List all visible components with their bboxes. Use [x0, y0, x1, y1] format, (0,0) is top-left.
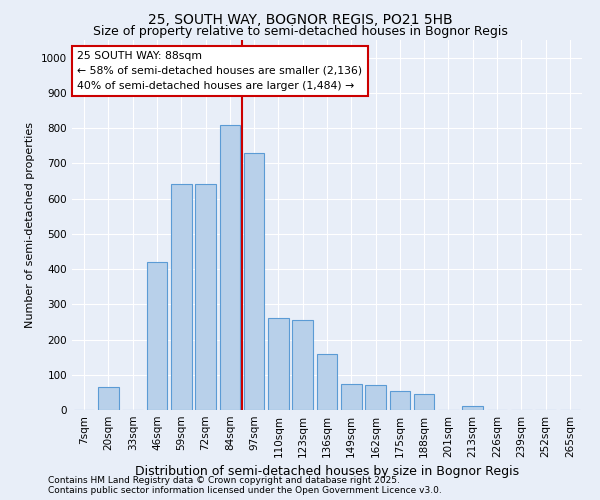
X-axis label: Distribution of semi-detached houses by size in Bognor Regis: Distribution of semi-detached houses by … — [135, 466, 519, 478]
Bar — [244, 153, 265, 410]
Text: Size of property relative to semi-detached houses in Bognor Regis: Size of property relative to semi-detach… — [92, 25, 508, 38]
Bar — [292, 320, 313, 410]
Bar — [98, 387, 119, 410]
Bar — [171, 184, 191, 410]
Text: 25, SOUTH WAY, BOGNOR REGIS, PO21 5HB: 25, SOUTH WAY, BOGNOR REGIS, PO21 5HB — [148, 12, 452, 26]
Bar — [341, 384, 362, 410]
Bar — [317, 354, 337, 410]
Bar — [389, 390, 410, 410]
Bar — [146, 262, 167, 410]
Bar — [195, 184, 216, 410]
Bar — [463, 406, 483, 410]
Bar — [414, 394, 434, 410]
Bar — [365, 386, 386, 410]
Text: Contains HM Land Registry data © Crown copyright and database right 2025.: Contains HM Land Registry data © Crown c… — [48, 476, 400, 485]
Y-axis label: Number of semi-detached properties: Number of semi-detached properties — [25, 122, 35, 328]
Text: 25 SOUTH WAY: 88sqm
← 58% of semi-detached houses are smaller (2,136)
40% of sem: 25 SOUTH WAY: 88sqm ← 58% of semi-detach… — [77, 51, 362, 90]
Bar — [220, 124, 240, 410]
Bar — [268, 318, 289, 410]
Text: Contains public sector information licensed under the Open Government Licence v3: Contains public sector information licen… — [48, 486, 442, 495]
